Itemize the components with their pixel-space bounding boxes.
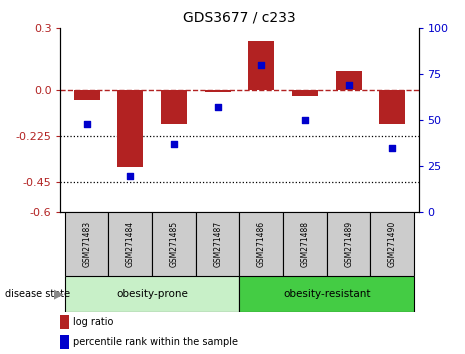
Text: GSM271485: GSM271485: [169, 221, 179, 267]
Text: GSM271489: GSM271489: [344, 221, 353, 267]
Bar: [239, 276, 414, 312]
Bar: [152, 212, 196, 276]
Bar: [73, 90, 100, 100]
Bar: [248, 41, 274, 90]
Text: GSM271490: GSM271490: [388, 221, 397, 267]
Bar: [379, 90, 405, 125]
Bar: [108, 212, 152, 276]
Text: GSM271486: GSM271486: [257, 221, 266, 267]
Bar: [65, 212, 108, 276]
Point: [258, 62, 265, 68]
Title: GDS3677 / c233: GDS3677 / c233: [183, 10, 296, 24]
Point: [301, 118, 309, 123]
Bar: [196, 212, 239, 276]
Bar: [117, 90, 143, 167]
Bar: [60, 315, 69, 329]
Text: log ratio: log ratio: [73, 318, 113, 327]
Point: [345, 82, 352, 88]
Text: GSM271488: GSM271488: [300, 221, 310, 267]
Bar: [371, 212, 414, 276]
Bar: [161, 90, 187, 125]
Text: percentile rank within the sample: percentile rank within the sample: [73, 337, 238, 347]
Text: GSM271484: GSM271484: [126, 221, 135, 267]
Text: disease state: disease state: [5, 289, 70, 299]
Point: [214, 105, 221, 110]
Text: GSM271483: GSM271483: [82, 221, 91, 267]
Bar: [65, 276, 239, 312]
Point: [389, 145, 396, 151]
Bar: [336, 71, 362, 90]
Bar: [239, 212, 283, 276]
Bar: [327, 212, 371, 276]
Bar: [292, 90, 318, 96]
Point: [83, 121, 90, 127]
Bar: [205, 90, 231, 92]
Text: obesity-prone: obesity-prone: [116, 289, 188, 299]
Point: [126, 173, 134, 178]
Text: obesity-resistant: obesity-resistant: [283, 289, 371, 299]
Point: [170, 142, 178, 147]
Text: GSM271487: GSM271487: [213, 221, 222, 267]
Text: ▶: ▶: [53, 287, 63, 300]
Bar: [283, 212, 327, 276]
Bar: [60, 335, 69, 348]
